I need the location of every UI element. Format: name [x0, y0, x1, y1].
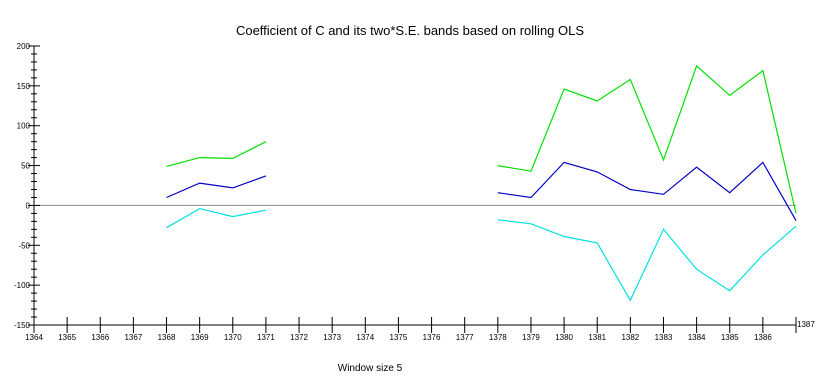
series-2-line-segment-1: [497, 219, 797, 302]
x-tick-label: 1370: [224, 333, 242, 342]
x-tick-label: 1382: [621, 333, 639, 342]
x-tick-label: 1379: [522, 333, 540, 342]
x-tick-label: 1374: [356, 333, 374, 342]
x-tick-label: 1364: [25, 333, 43, 342]
x-tick-label: 1383: [655, 333, 673, 342]
x-tick-label: 1381: [588, 333, 606, 342]
y-tick-label: 150: [17, 82, 31, 91]
x-tick-label: 1375: [390, 333, 408, 342]
x-tick-label: 1384: [688, 333, 706, 342]
x-tick-label: 1377: [456, 333, 474, 342]
chart-title: Coefficient of C and its two*S.E. bands …: [236, 23, 584, 38]
x-tick-label: 1378: [489, 333, 507, 342]
x-tick-label: 1387: [797, 320, 815, 329]
x-tick-label: 1386: [754, 333, 772, 342]
x-tick-label: 1376: [423, 333, 441, 342]
x-axis-label: Window size 5: [338, 363, 403, 374]
x-tick-label: 1372: [290, 333, 308, 342]
axis-layer: -150 -100 -50 0 50 100 150 200 1364 1365 1366 1367 1…: [14, 42, 815, 342]
series-2-line-segment-0: [166, 207, 267, 229]
x-tick-label: 1368: [158, 333, 176, 342]
y-tick-label: -150: [14, 321, 31, 330]
x-tick-label: 1365: [58, 333, 76, 342]
x-tick-label: 1367: [124, 333, 142, 342]
series-0-line-segment-1: [497, 64, 797, 214]
y-tick-label: -50: [18, 241, 30, 250]
x-tick-label: 1385: [721, 333, 739, 342]
x-tick-label: 1366: [91, 333, 109, 342]
series-1-line-segment-0: [166, 175, 267, 199]
x-tick-label: 1373: [323, 333, 341, 342]
series-1-line-segment-1: [497, 161, 797, 221]
y-tick-label: 0: [26, 201, 31, 210]
x-tick-label: 1369: [191, 333, 209, 342]
x-tick-label: 1380: [555, 333, 573, 342]
y-tick-label: 100: [17, 122, 31, 131]
y-tick-label: -100: [14, 281, 31, 290]
series-0-line-segment-0: [166, 141, 267, 167]
y-tick-label: 50: [21, 162, 30, 171]
series-layer: [166, 64, 797, 302]
y-tick-label: 200: [17, 42, 31, 51]
x-tick-label: 1371: [257, 333, 275, 342]
